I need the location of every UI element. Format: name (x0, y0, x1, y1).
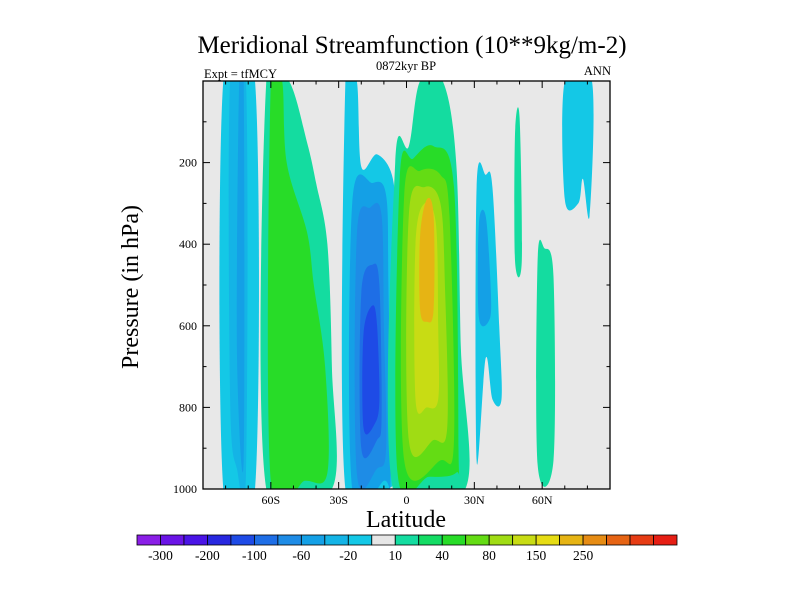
y-tick-label: 1000 (173, 482, 197, 496)
x-tick-label: 60S (261, 493, 280, 507)
x-tick-label: 30S (329, 493, 348, 507)
y-axis-ticks: 200 400 600 800 1000 (173, 121, 610, 496)
colorbar-label: -60 (292, 548, 310, 563)
colorbar-box (441, 534, 467, 546)
colorbar-box (183, 534, 208, 546)
y-tick-label: 400 (179, 237, 197, 251)
colorbar-box (394, 534, 420, 546)
colorbar-box (136, 534, 161, 546)
contour-sh-polar-cell-core (236, 81, 245, 473)
contour-fills (219, 81, 594, 489)
colorbar-box (207, 534, 232, 546)
x-axis-label: Latitude (366, 507, 446, 533)
x-axis-ticks: 60S 30S 0 30N 60N (225, 81, 588, 507)
contour-sh-ferrel-cell-inner (267, 81, 329, 489)
x-tick-label: 0 (404, 493, 410, 507)
contour-plot-area (202, 80, 611, 490)
time-label: 0872kyr BP (376, 59, 436, 73)
colorbar-box (629, 534, 654, 546)
x-tick-label: 60N (532, 493, 553, 507)
colorbar-box (559, 534, 584, 546)
colorbar-box (512, 534, 537, 546)
colorbar-label: 80 (482, 548, 496, 563)
y-tick-label: 800 (179, 400, 197, 414)
colorbar-box (582, 534, 607, 546)
colorbar-box (653, 534, 678, 546)
colorbar-label: 150 (526, 548, 547, 563)
colorbar-box (277, 534, 302, 546)
contour-nh-subpolar-positive-lower (536, 239, 556, 487)
colorbar-label: 10 (389, 548, 403, 563)
y-tick-label: 200 (179, 156, 197, 170)
colorbar-label: 250 (573, 548, 594, 563)
colorbar-label: -200 (195, 548, 220, 563)
contour-nh-polar-cell-negative (562, 81, 594, 219)
contour-nh-ferrel-cell-inner (477, 209, 492, 327)
contour-nh-subpolar-positive-upper (514, 107, 522, 278)
contour-sh-hadley-cell-core (362, 305, 380, 435)
contour-nh-hadley-cell-core (419, 197, 435, 323)
colorbar-box (371, 534, 396, 546)
chart-title: Meridional Streamfunction (10**9kg/m-2) (197, 32, 626, 59)
colorbar-label: -300 (148, 548, 173, 563)
colorbar: -300 -200 -100 -60 -20 10 40 80 150 250 (136, 534, 678, 563)
colorbar-box (160, 534, 185, 546)
colorbar-box (488, 534, 514, 546)
colorbar-box (465, 534, 490, 546)
colorbar-box (324, 534, 349, 546)
y-tick-label: 600 (179, 319, 197, 333)
y-axis-label: Pressure (in hPa) (118, 205, 144, 369)
experiment-label: Expt = tfMCY (204, 67, 277, 81)
colorbar-box (418, 534, 443, 546)
season-label: ANN (584, 64, 611, 78)
colorbar-box (535, 534, 561, 546)
colorbar-label: -100 (242, 548, 267, 563)
colorbar-box (230, 534, 255, 546)
colorbar-box (347, 534, 373, 546)
colorbar-label: 40 (435, 548, 449, 563)
x-tick-label: 30N (464, 493, 485, 507)
colorbar-box (606, 534, 631, 546)
colorbar-box (253, 534, 279, 546)
colorbar-label: -20 (339, 548, 357, 563)
colorbar-box (300, 534, 326, 546)
